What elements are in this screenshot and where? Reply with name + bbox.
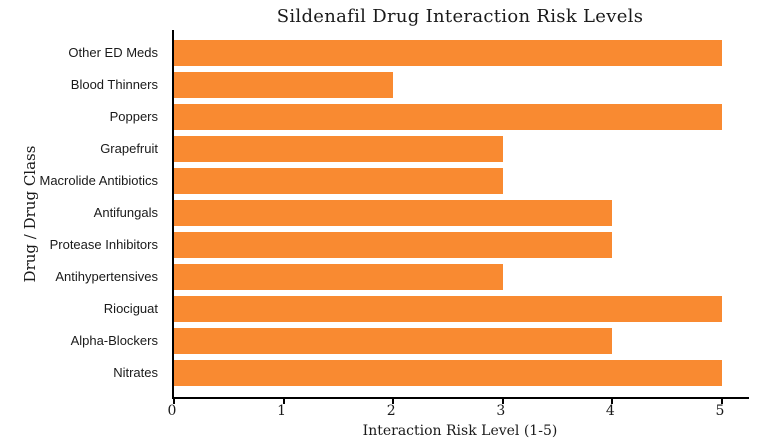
chart-title: Sildenafil Drug Interaction Risk Levels (276, 6, 644, 27)
x-axis-label: Interaction Risk Level (1-5) (362, 423, 558, 439)
bar-blood-thinners (174, 72, 394, 98)
y-tick-label: Blood Thinners (70, 77, 158, 92)
bar-alpha-blockers (174, 328, 613, 354)
bar-macrolide-antibiotics (174, 168, 503, 194)
bar-nitrates (174, 360, 722, 386)
y-tick-label: Grapefruit (100, 141, 158, 156)
y-tick-label: Antifungals (93, 205, 158, 220)
x-tick-label: 1 (277, 403, 287, 419)
x-tick-mark (282, 399, 285, 404)
x-tick-mark (611, 399, 614, 404)
bar-protease-inhibitors (174, 232, 613, 258)
y-tick-label: Riociguat (103, 301, 158, 316)
y-tick-label: Alpha-Blockers (70, 333, 158, 348)
x-tick-label: 0 (167, 403, 177, 419)
x-tick-mark (501, 399, 504, 404)
y-tick-label: Protease Inhibitors (49, 237, 158, 252)
plot-area (172, 30, 749, 404)
x-tick-label: 5 (715, 403, 725, 419)
x-tick-label: 2 (386, 403, 396, 419)
bar-antihypertensives (174, 264, 503, 290)
x-tick-mark (173, 399, 175, 404)
x-tick-mark (392, 399, 395, 404)
bar-grapefruit (174, 136, 503, 162)
bar-riociguat (174, 296, 722, 322)
x-tick-label: 3 (496, 403, 506, 419)
y-tick-label: Antihypertensives (55, 269, 158, 284)
x-tick-mark (721, 399, 723, 404)
y-tick-labels: Other ED Meds Blood Thinners Poppers Grapef… (0, 30, 164, 397)
y-tick-label: Nitrates (113, 365, 158, 380)
y-tick-label: Poppers (109, 109, 158, 124)
bar-poppers (174, 104, 722, 130)
bar-antifungals (174, 200, 613, 226)
bar-other-ed-meds (174, 40, 722, 66)
y-tick-label: Macrolide Antibiotics (39, 173, 159, 188)
y-tick-label: Other ED Meds (68, 45, 158, 60)
x-tick-label: 4 (605, 403, 615, 419)
